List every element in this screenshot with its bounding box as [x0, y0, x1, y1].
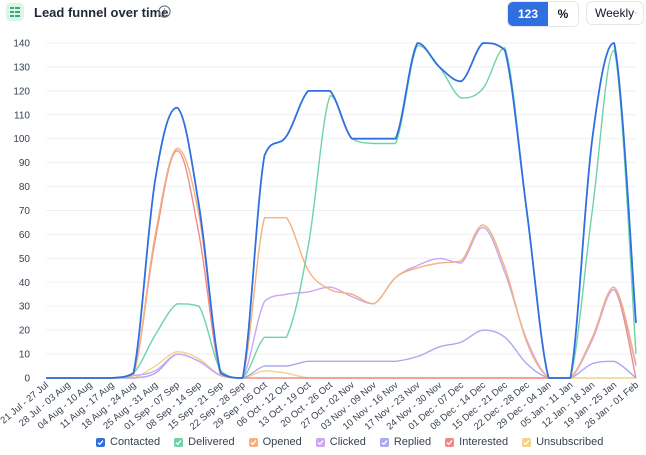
legend-item-replied[interactable]: Replied: [379, 436, 432, 448]
legend-item-clicked[interactable]: Clicked: [315, 436, 366, 448]
chevron-down-icon: [634, 12, 637, 14]
chart-series: [45, 42, 637, 379]
y-tick-label: 140: [13, 39, 30, 50]
y-tick-label: 130: [13, 62, 30, 73]
value-mode-toggle: 123 %: [507, 1, 579, 27]
chart-widget-icon: [6, 3, 24, 21]
legend-label: Replied: [393, 436, 432, 448]
info-icon[interactable]: [158, 5, 171, 18]
series-line-clicked: [45, 226, 637, 379]
legend-label: Interested: [459, 436, 509, 448]
legend-label: Clicked: [329, 436, 366, 448]
chart-grid: [46, 42, 636, 379]
period-select-value: Weekly: [595, 6, 635, 20]
y-tick-label: 80: [19, 182, 31, 193]
y-tick-label: 60: [19, 230, 31, 241]
legend-label: Opened: [262, 436, 302, 448]
legend-item-contacted[interactable]: Contacted: [96, 436, 160, 448]
series-line-contacted: [45, 42, 637, 379]
legend-item-unsubscribed[interactable]: Unsubscribed: [522, 436, 603, 448]
y-tick-label: 50: [19, 254, 31, 265]
y-tick-label: 0: [24, 374, 30, 385]
count-mode-button[interactable]: 123: [508, 2, 548, 26]
legend-item-interested[interactable]: Interested: [445, 436, 508, 448]
checkbox-checked-icon[interactable]: [315, 437, 325, 447]
y-axis-ticks: 0 10 20 30 40 50 60 70 80 90 100 110 120 130 140: [13, 39, 30, 385]
y-tick-label: 30: [19, 302, 31, 313]
y-tick-label: 20: [19, 326, 31, 337]
legend-label: Unsubscribed: [536, 436, 604, 448]
checkbox-checked-icon[interactable]: [96, 437, 105, 447]
chart-legend: Contacted Delivered Opened Clicked Replied In…: [96, 436, 603, 448]
series-line-opened: [45, 147, 637, 379]
checkbox-checked-icon[interactable]: [379, 437, 389, 447]
y-tick-label: 90: [19, 158, 31, 169]
chart-header: Lead funnel over time 123 % Weekly: [0, 0, 646, 28]
line-chart: 0 10 20 30 40 50 60 70 80 90 100 110 120 130 140 21 Ju…: [0, 39, 641, 433]
checkbox-checked-icon[interactable]: [174, 437, 184, 447]
legend-label: Delivered: [188, 436, 235, 448]
period-select[interactable]: Weekly: [586, 1, 644, 25]
y-tick-label: 10: [19, 350, 31, 361]
series-line-delivered: [45, 44, 637, 379]
y-tick-label: 120: [13, 86, 30, 97]
y-tick-label: 110: [14, 110, 30, 121]
checkbox-checked-icon[interactable]: [248, 437, 258, 447]
series-line-interested: [45, 150, 637, 379]
legend-item-delivered[interactable]: Delivered: [174, 436, 235, 448]
y-tick-label: 70: [19, 206, 31, 217]
chart-title: Lead funnel over time: [34, 5, 169, 20]
legend-label: Contacted: [110, 436, 161, 448]
checkbox-checked-icon[interactable]: [445, 437, 455, 447]
y-tick-label: 100: [13, 134, 30, 145]
series-line-replied: [45, 329, 637, 379]
legend-item-opened[interactable]: Opened: [248, 436, 302, 448]
percent-mode-button[interactable]: %: [548, 2, 578, 26]
checkbox-checked-icon[interactable]: [522, 437, 532, 447]
y-tick-label: 40: [19, 278, 31, 289]
